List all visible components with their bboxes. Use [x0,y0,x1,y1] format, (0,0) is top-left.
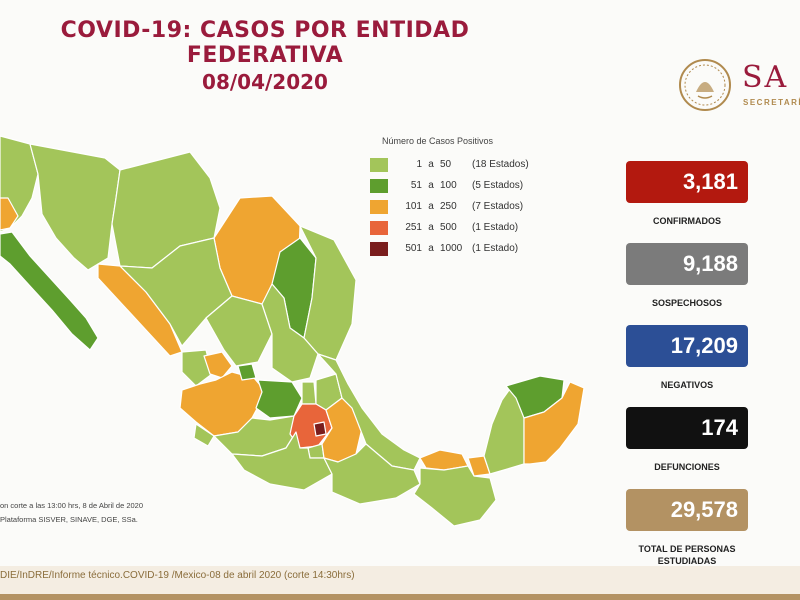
stat-label: SOSPECHOSOS [651,298,723,308]
state-bc-north-orange [0,197,19,231]
footer-text: DIE/InDRE/Informe técnico.COVID-19 /Mexi… [0,570,355,581]
state-sonora [29,143,121,271]
title-line-1: COVID-19: CASOS POR ENTIDAD FEDERATIVA [60,18,470,68]
stat-label: DEFUNCIONES [654,462,720,472]
state-guerrero [231,431,333,491]
seal-icon [679,59,731,111]
mexico-map [0,135,585,527]
legend-item: 101 a 250 (7 Estados) [370,196,570,217]
legend-swatch [370,157,388,172]
legend-item: 251 a 500 (1 Estado) [370,217,570,238]
legend-min: 1 [416,159,422,170]
legend-min: 101 [405,201,422,212]
legend-sep: a [428,222,434,233]
stat-value: 17,209 [626,325,748,367]
legend-max: 500 [440,222,457,233]
legend-sep: a [428,201,434,212]
legend-max: 100 [440,180,457,191]
footer-bar [0,594,800,600]
stat-value: 174 [626,407,748,449]
state-quintana-roo [523,381,585,465]
legend-min: 251 [405,222,422,233]
legend-count: (5 Estados) [472,180,524,191]
legend-count: (7 Estados) [472,201,524,212]
state-zacatecas [205,295,273,367]
note-line-1: on corte a las 13:00 hrs, 8 de Abril de … [0,501,144,510]
stat-label: CONFIRMADOS [653,216,721,226]
legend-count: (1 Estado) [472,222,519,233]
stat-confirmados: 3,181 CONFIRMADOS [626,161,786,243]
title-date: 08/04/2020 [202,70,328,94]
legend-item: 501 a 1000 (1 Estado) [370,238,570,259]
legend-count: (1 Estado) [472,243,519,254]
legend-item: 51 a 100 (5 Estados) [370,175,570,196]
legend-title: Número de Casos Positivos [382,136,494,146]
legend-max: 250 [440,201,457,212]
source-note: on corte a las 13:00 hrs, 8 de Abril de … [0,499,143,527]
stat-defunciones: 174 DEFUNCIONES [626,407,786,489]
state-oaxaca [323,443,421,505]
state-baja-california-sur [0,231,99,351]
legend-sep: a [428,159,434,170]
legend-swatch [370,178,388,193]
legend-sep: a [428,180,434,191]
logo-subtext: SECRETARÍ [743,98,800,107]
state-queretaro [301,381,317,405]
legend-swatch [370,220,388,235]
stat-value: 9,188 [626,243,748,285]
stat-label: TOTAL DE PERSONAS ESTUDIADAS [638,544,736,566]
legend-item: 1 a 50 (18 Estados) [370,154,570,175]
state-chiapas [413,465,497,527]
stat-value: 29,578 [626,489,748,531]
stat-total-estudiadas: 29,578 TOTAL DE PERSONAS ESTUDIADAS [626,489,786,571]
legend-max: 1000 [440,243,463,254]
secretaria-logo: SA SECRETARÍ [678,56,800,116]
state-aguascalientes [237,363,257,381]
legend-count: (18 Estados) [472,159,529,170]
legend-min: 51 [410,180,422,191]
map-legend: Número de Casos Positivos 1 a 50 (18 Est… [370,136,570,259]
state-cdmx [313,421,327,437]
footer: DIE/InDRE/Informe técnico.COVID-19 /Mexi… [0,566,800,600]
stat-sospechosos: 9,188 SOSPECHOSOS [626,243,786,325]
legend-swatch [370,199,388,214]
state-colima [193,423,215,447]
map-title: COVID-19: CASOS POR ENTIDAD FEDERATIVA 0… [0,18,530,94]
state-nayarit-orange [203,351,233,379]
legend-swatch [370,241,388,256]
legend-max: 50 [440,159,452,170]
legend-sep: a [428,243,434,254]
logo-text: SA [742,60,789,95]
state-guanajuato [255,379,303,419]
stat-negativos: 17,209 NEGATIVOS [626,325,786,407]
stat-value: 3,181 [626,161,748,203]
legend-min: 501 [405,243,422,254]
stats-panel: 3,181 CONFIRMADOS 9,188 SOSPECHOSOS 17,2… [626,161,786,571]
note-line-2: Plataforma SISVER, SINAVE, DGE, SSa. [0,515,138,524]
stat-label: NEGATIVOS [660,380,714,390]
state-veracruz [317,353,421,471]
